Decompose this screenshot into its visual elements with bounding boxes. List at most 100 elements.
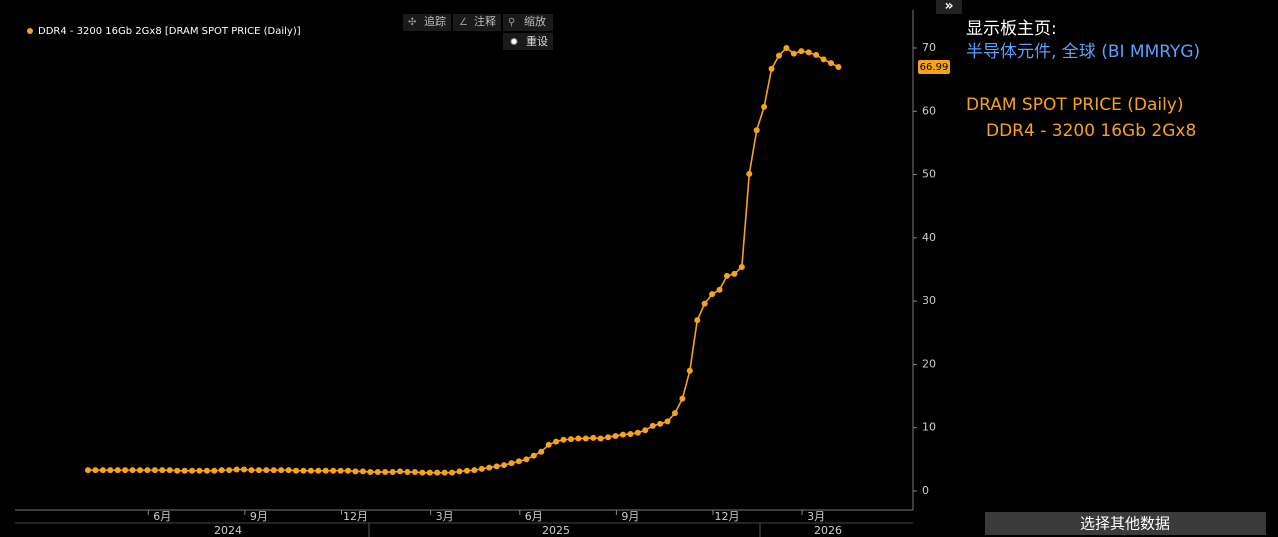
- track-label: 追踪: [424, 14, 446, 28]
- price-point: [456, 468, 463, 475]
- price-point: [137, 467, 144, 474]
- price-point: [597, 435, 604, 442]
- price-point: [545, 441, 552, 448]
- price-point: [538, 448, 545, 455]
- price-point: [233, 466, 240, 473]
- legend-marker: [27, 28, 33, 34]
- price-point: [582, 435, 589, 442]
- price-point: [359, 468, 366, 475]
- price-point: [449, 469, 456, 476]
- expand-button[interactable]: [936, 0, 962, 14]
- price-point: [270, 467, 277, 474]
- price-point: [820, 56, 827, 63]
- price-point: [835, 64, 842, 71]
- x-tick-label: 9月: [621, 510, 639, 523]
- price-point: [790, 50, 797, 57]
- price-point: [761, 103, 768, 110]
- price-point: [367, 469, 374, 476]
- expand-icon: »: [944, 0, 953, 14]
- price-point: [285, 467, 292, 474]
- price-point: [463, 467, 470, 474]
- price-point: [798, 48, 805, 55]
- price-point: [679, 395, 686, 402]
- panel-source[interactable]: 半导体元件, 全球 (BI MMRYG): [966, 42, 1200, 62]
- price-point: [293, 467, 300, 474]
- price-point: [553, 438, 560, 445]
- price-point: [530, 452, 537, 459]
- price-point: [92, 467, 99, 474]
- x-tick-label: 12月: [343, 510, 368, 523]
- price-point: [315, 467, 322, 474]
- price-point: [657, 420, 664, 427]
- price-point: [434, 469, 441, 476]
- price-point: [523, 456, 530, 463]
- price-point: [575, 435, 582, 442]
- price-point: [322, 467, 329, 474]
- price-point: [122, 467, 129, 474]
- price-point: [211, 467, 218, 474]
- x-tick-label: 12月: [714, 510, 739, 523]
- price-point: [649, 422, 656, 429]
- year-label: 2025: [542, 524, 570, 537]
- price-point: [805, 49, 812, 56]
- price-point: [501, 462, 508, 469]
- price-point: [634, 429, 641, 436]
- price-point: [768, 65, 775, 72]
- price-point: [783, 44, 790, 51]
- chart: 0 10 20 30 40 50 60 70 6月 9月 12月 3月 6月 9月 12月 3月 2024 202…: [15, 10, 950, 537]
- price-point: [486, 464, 493, 471]
- select-button-label: 选择其他数据: [1080, 515, 1170, 533]
- price-point: [85, 467, 91, 474]
- price-point: [241, 466, 248, 473]
- price-point: [612, 432, 619, 439]
- price-point: [114, 467, 121, 474]
- price-point: [181, 467, 188, 474]
- price-point: [478, 465, 485, 472]
- price-point: [738, 263, 745, 270]
- y-tick-label: 70: [922, 41, 936, 54]
- price-point: [694, 317, 701, 324]
- select-button[interactable]: [985, 512, 1266, 535]
- price-point: [731, 270, 738, 277]
- track-icon: ✣: [408, 17, 416, 28]
- last-value-box: [918, 60, 950, 75]
- price-point: [226, 467, 233, 474]
- price-point: [307, 467, 314, 474]
- y-tick-label: 30: [922, 294, 936, 307]
- price-point: [218, 467, 225, 474]
- price-point: [753, 127, 760, 134]
- price-point: [255, 467, 262, 474]
- price-point: [174, 467, 181, 474]
- x-tick-label: 6月: [153, 510, 171, 523]
- price-point: [129, 467, 136, 474]
- price-point: [203, 467, 210, 474]
- price-point: [263, 467, 270, 474]
- price-point: [411, 469, 418, 476]
- panel-home: 显示板主页:: [966, 19, 1057, 39]
- price-point: [605, 434, 612, 441]
- price-point: [567, 436, 574, 443]
- x-tick-label: 3月: [436, 510, 454, 523]
- price-point: [515, 458, 522, 465]
- year-label: 2024: [214, 524, 242, 537]
- price-point: [828, 60, 834, 67]
- price-point: [107, 467, 114, 474]
- zoom-label: 缩放: [524, 14, 546, 28]
- price-point: [426, 469, 433, 476]
- price-point: [278, 467, 285, 474]
- price-point: [493, 463, 500, 470]
- last-value-label: 66.99: [920, 62, 949, 73]
- y-tick-label: 10: [922, 421, 936, 434]
- track-button[interactable]: [403, 14, 451, 31]
- price-point: [723, 272, 730, 279]
- x-tick-label: 9月: [250, 510, 268, 523]
- price-point: [508, 460, 515, 467]
- y-tick-label: 40: [922, 231, 936, 244]
- zoom-button[interactable]: [503, 14, 553, 31]
- annotate-button[interactable]: [453, 14, 501, 31]
- reset-button[interactable]: [503, 33, 553, 50]
- price-point: [248, 467, 255, 474]
- reset-icon: [510, 38, 518, 45]
- price-point: [99, 467, 106, 474]
